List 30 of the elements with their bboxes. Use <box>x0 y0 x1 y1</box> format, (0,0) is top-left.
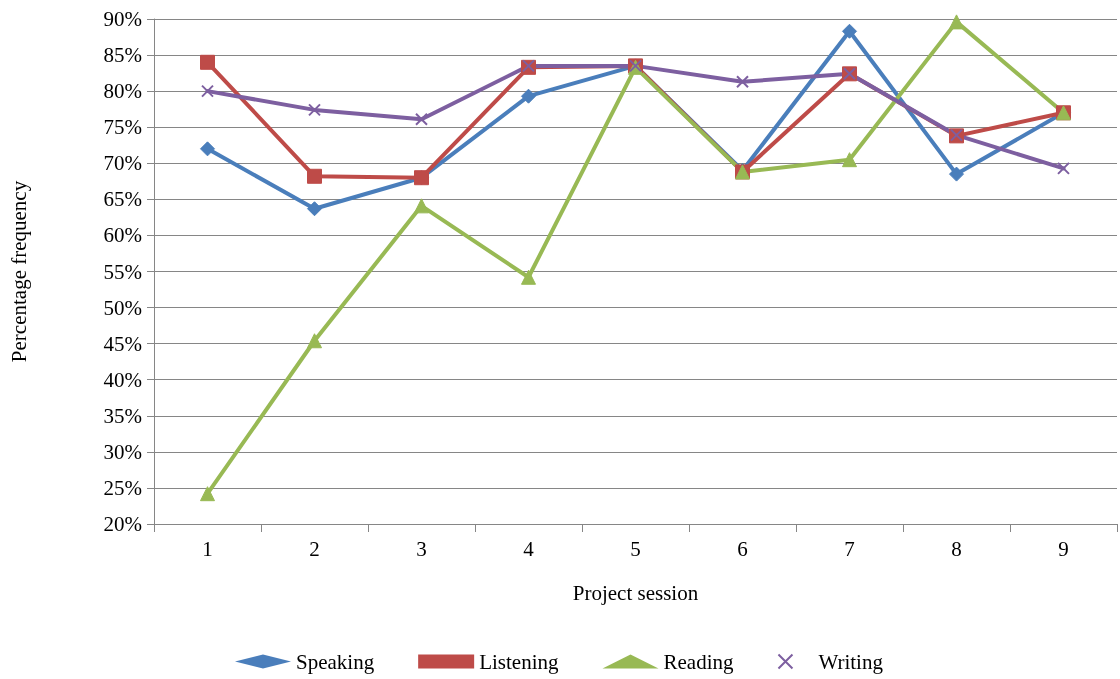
y-tick-label: 75% <box>103 115 142 140</box>
y-tick-label: 80% <box>103 79 142 104</box>
y-tick-label: 65% <box>103 187 142 212</box>
y-tick-label: 25% <box>103 475 142 500</box>
y-tick-label: 70% <box>103 151 142 176</box>
y-tick-label: 55% <box>103 259 142 284</box>
x-tick-label: 3 <box>416 536 427 561</box>
x-tick-label: 6 <box>737 536 748 561</box>
y-tick-label: 35% <box>103 403 142 428</box>
x-tick-label: 5 <box>630 536 641 561</box>
y-tick-label: 40% <box>103 367 142 392</box>
x-axis-title: Project session <box>572 580 699 605</box>
y-tick-label: 60% <box>103 223 142 248</box>
x-tick-label: 4 <box>523 536 535 561</box>
y-tick-label: 45% <box>103 331 142 356</box>
x-tick-label: 1 <box>202 536 213 561</box>
y-axis-title: Percentage frequency <box>6 180 31 363</box>
x-tick-label: 2 <box>309 536 320 561</box>
legend-label: Reading <box>663 649 734 674</box>
x-tick-label: 9 <box>1058 536 1069 561</box>
legend-label: Writing <box>818 649 884 674</box>
y-tick-label: 30% <box>103 439 142 464</box>
x-tick-label: 7 <box>844 536 855 561</box>
y-tick-label: 50% <box>103 295 142 320</box>
y-tick-label: 85% <box>103 43 142 68</box>
y-tick-label: 90% <box>103 7 142 31</box>
legend-label: Speaking <box>296 649 375 674</box>
y-tick-label: 20% <box>103 512 142 536</box>
x-tick-label: 8 <box>951 536 962 561</box>
legend-label: Listening <box>479 649 559 674</box>
